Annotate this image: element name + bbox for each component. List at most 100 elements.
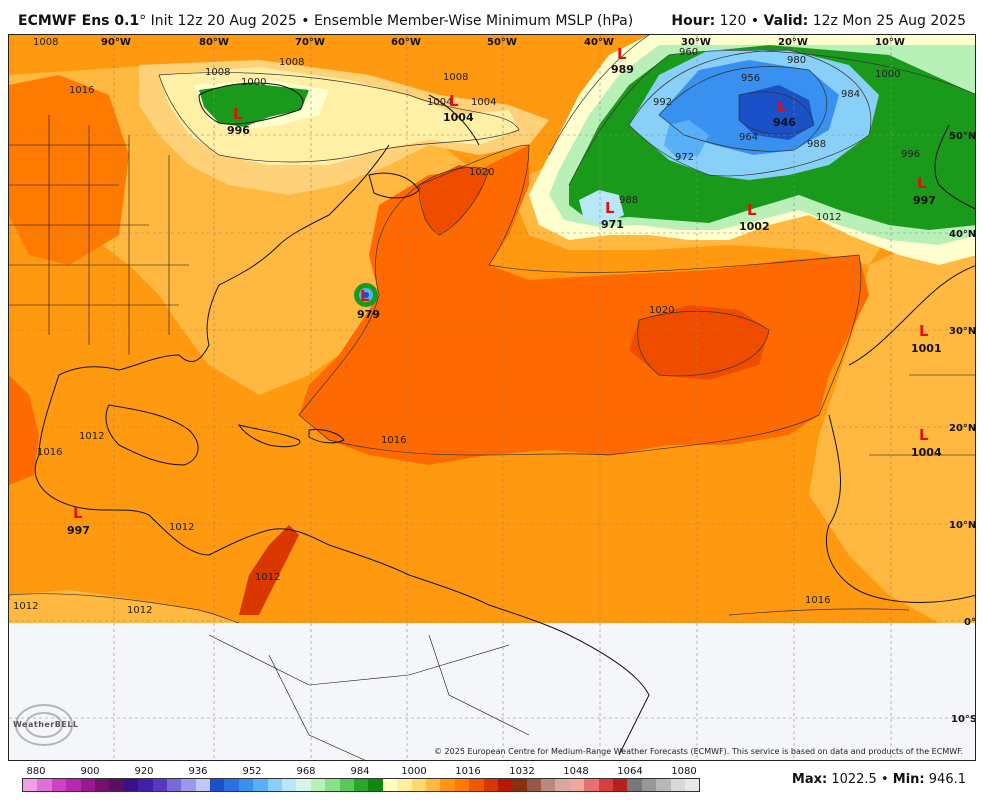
map-header: ECMWF Ens 0.1° Init 12z 20 Aug 2025 • En… <box>0 0 984 34</box>
colorbar-tick: 1032 <box>509 766 535 777</box>
contour-label: 984 <box>841 89 860 100</box>
min-label: Min: <box>892 772 925 787</box>
andes-pressure <box>239 525 299 615</box>
lon-label-30w: 30°W <box>681 37 711 48</box>
lat-label-50n: 50°N <box>949 131 976 142</box>
colorbar-swatch <box>325 779 340 791</box>
low-lobe-964 <box>664 120 709 160</box>
colorbar-swatch <box>440 779 455 791</box>
map-title: ECMWF Ens 0.1° Init 12z 20 Aug 2025 • En… <box>18 13 633 29</box>
colorbar-swatch <box>353 779 369 791</box>
low-pressure-value: 946 <box>773 116 796 129</box>
contour-label: 1016 <box>805 595 830 606</box>
mslp-map: 90°W 80°W 70°W 60°W 50°W 40°W 30°W 20°W … <box>9 35 976 760</box>
colorbar-swatch <box>267 779 283 791</box>
valid-label: Valid: <box>763 13 809 29</box>
title-separator: • <box>301 13 310 29</box>
hour-value: 120 <box>719 13 747 29</box>
max-label: Max: <box>791 772 828 787</box>
colorbar-tick: 968 <box>296 766 316 777</box>
contour-label: 1016 <box>69 85 94 96</box>
colorbar-swatch <box>397 779 412 791</box>
colorbar-swatch <box>641 779 657 791</box>
low-pressure-value: 979 <box>357 308 380 321</box>
colorbar-swatch <box>224 779 239 791</box>
colorbar-swatch <box>598 779 614 791</box>
contour-label: 980 <box>787 55 806 66</box>
colorbar-tick: 880 <box>26 766 46 777</box>
colorbar-tick: 1016 <box>455 766 481 777</box>
lon-label-20w: 20°W <box>778 37 808 48</box>
low-pressure-value: 971 <box>601 218 624 231</box>
colorbar-swatch <box>541 779 556 791</box>
lon-label-80w: 80°W <box>199 37 229 48</box>
contour-label: 1012 <box>13 601 38 612</box>
contour-label: 1012 <box>127 605 152 616</box>
lon-label-50w: 50°W <box>487 37 517 48</box>
colorbar-swatch <box>123 779 139 791</box>
contour-label: 1004 <box>471 97 496 108</box>
no-data-region <box>9 623 975 760</box>
colorbar-swatch <box>80 779 95 791</box>
low-center-946 <box>739 85 814 140</box>
colorbar-swatch <box>138 779 153 791</box>
low-marker: L <box>360 287 370 305</box>
colorbar-swatch <box>425 779 441 791</box>
low-pressure-value: 1001 <box>911 342 942 355</box>
logo-swirl-icon <box>15 704 73 746</box>
colorbar-swatch <box>584 779 599 791</box>
valid-separator: • <box>750 13 760 29</box>
colorbar-swatch <box>512 779 527 791</box>
low-pressure-value: 1002 <box>739 220 770 233</box>
isobars <box>9 35 975 624</box>
low-marker: L <box>917 174 927 192</box>
borders <box>9 115 975 760</box>
low-pressure-value: 1004 <box>911 446 942 459</box>
lon-label-60w: 60°W <box>391 37 421 48</box>
field-stats: Max: 1022.5 • Min: 946.1 <box>792 772 966 787</box>
colorbar-tick: 1064 <box>617 766 643 777</box>
colorbar-swatch <box>37 779 52 791</box>
pressure-field-996-hudson <box>199 83 309 127</box>
hour-label: Hour: <box>671 13 716 29</box>
low-pressure-value: 989 <box>611 63 634 76</box>
colorbar-swatch <box>670 779 685 791</box>
product-name: Ensemble Member-Wise Minimum MSLP (hPa) <box>313 13 634 29</box>
colorbar-swatch <box>296 779 311 791</box>
low-marker: L <box>617 45 627 63</box>
lon-label-70w: 70°W <box>295 37 325 48</box>
pressure-field-1012-africa <box>809 215 975 623</box>
colorbar-swatch <box>656 779 671 791</box>
low-pressure-value: 996 <box>227 124 250 137</box>
low-pressure-value: 997 <box>913 194 936 207</box>
colorbar <box>22 778 700 792</box>
lon-label-10w: 10°W <box>875 37 905 48</box>
contour-label: 988 <box>807 139 826 150</box>
low-marker: L <box>747 201 757 219</box>
low-center-971 <box>579 190 624 225</box>
colorbar-swatch <box>94 779 110 791</box>
colorbar-swatch <box>253 779 268 791</box>
lat-label-40n: 40°N <box>949 229 976 240</box>
contour-label: 1016 <box>37 447 62 458</box>
contour-label: 960 <box>679 47 698 58</box>
colorbar-swatch <box>411 779 426 791</box>
contour-label: 1008 <box>205 67 230 78</box>
map-panel[interactable]: 90°W 80°W 70°W 60°W 50°W 40°W 30°W 20°W … <box>8 34 976 761</box>
contour-label: 992 <box>653 97 672 108</box>
colorbar-swatch <box>166 779 182 791</box>
lat-label-20n: 20°N <box>949 423 976 434</box>
pressure-field-1024-north <box>419 165 489 235</box>
init-time: Init 12z 20 Aug 2025 <box>150 13 297 29</box>
pressure-field-1012-south <box>9 590 239 623</box>
copyright-notice: © 2025 European Centre for Medium-Range … <box>434 747 963 756</box>
colorbar-swatch <box>497 779 513 791</box>
colorbar-swatch <box>569 779 585 791</box>
contour-label: 1000 <box>241 77 266 88</box>
colorbar-swatch <box>613 779 628 791</box>
min-value: 946.1 <box>928 772 966 787</box>
contour-label: 1008 <box>279 57 304 68</box>
colorbar-swatch <box>51 779 67 791</box>
contour-label: 1012 <box>79 431 104 442</box>
colorbar-swatch <box>454 779 470 791</box>
